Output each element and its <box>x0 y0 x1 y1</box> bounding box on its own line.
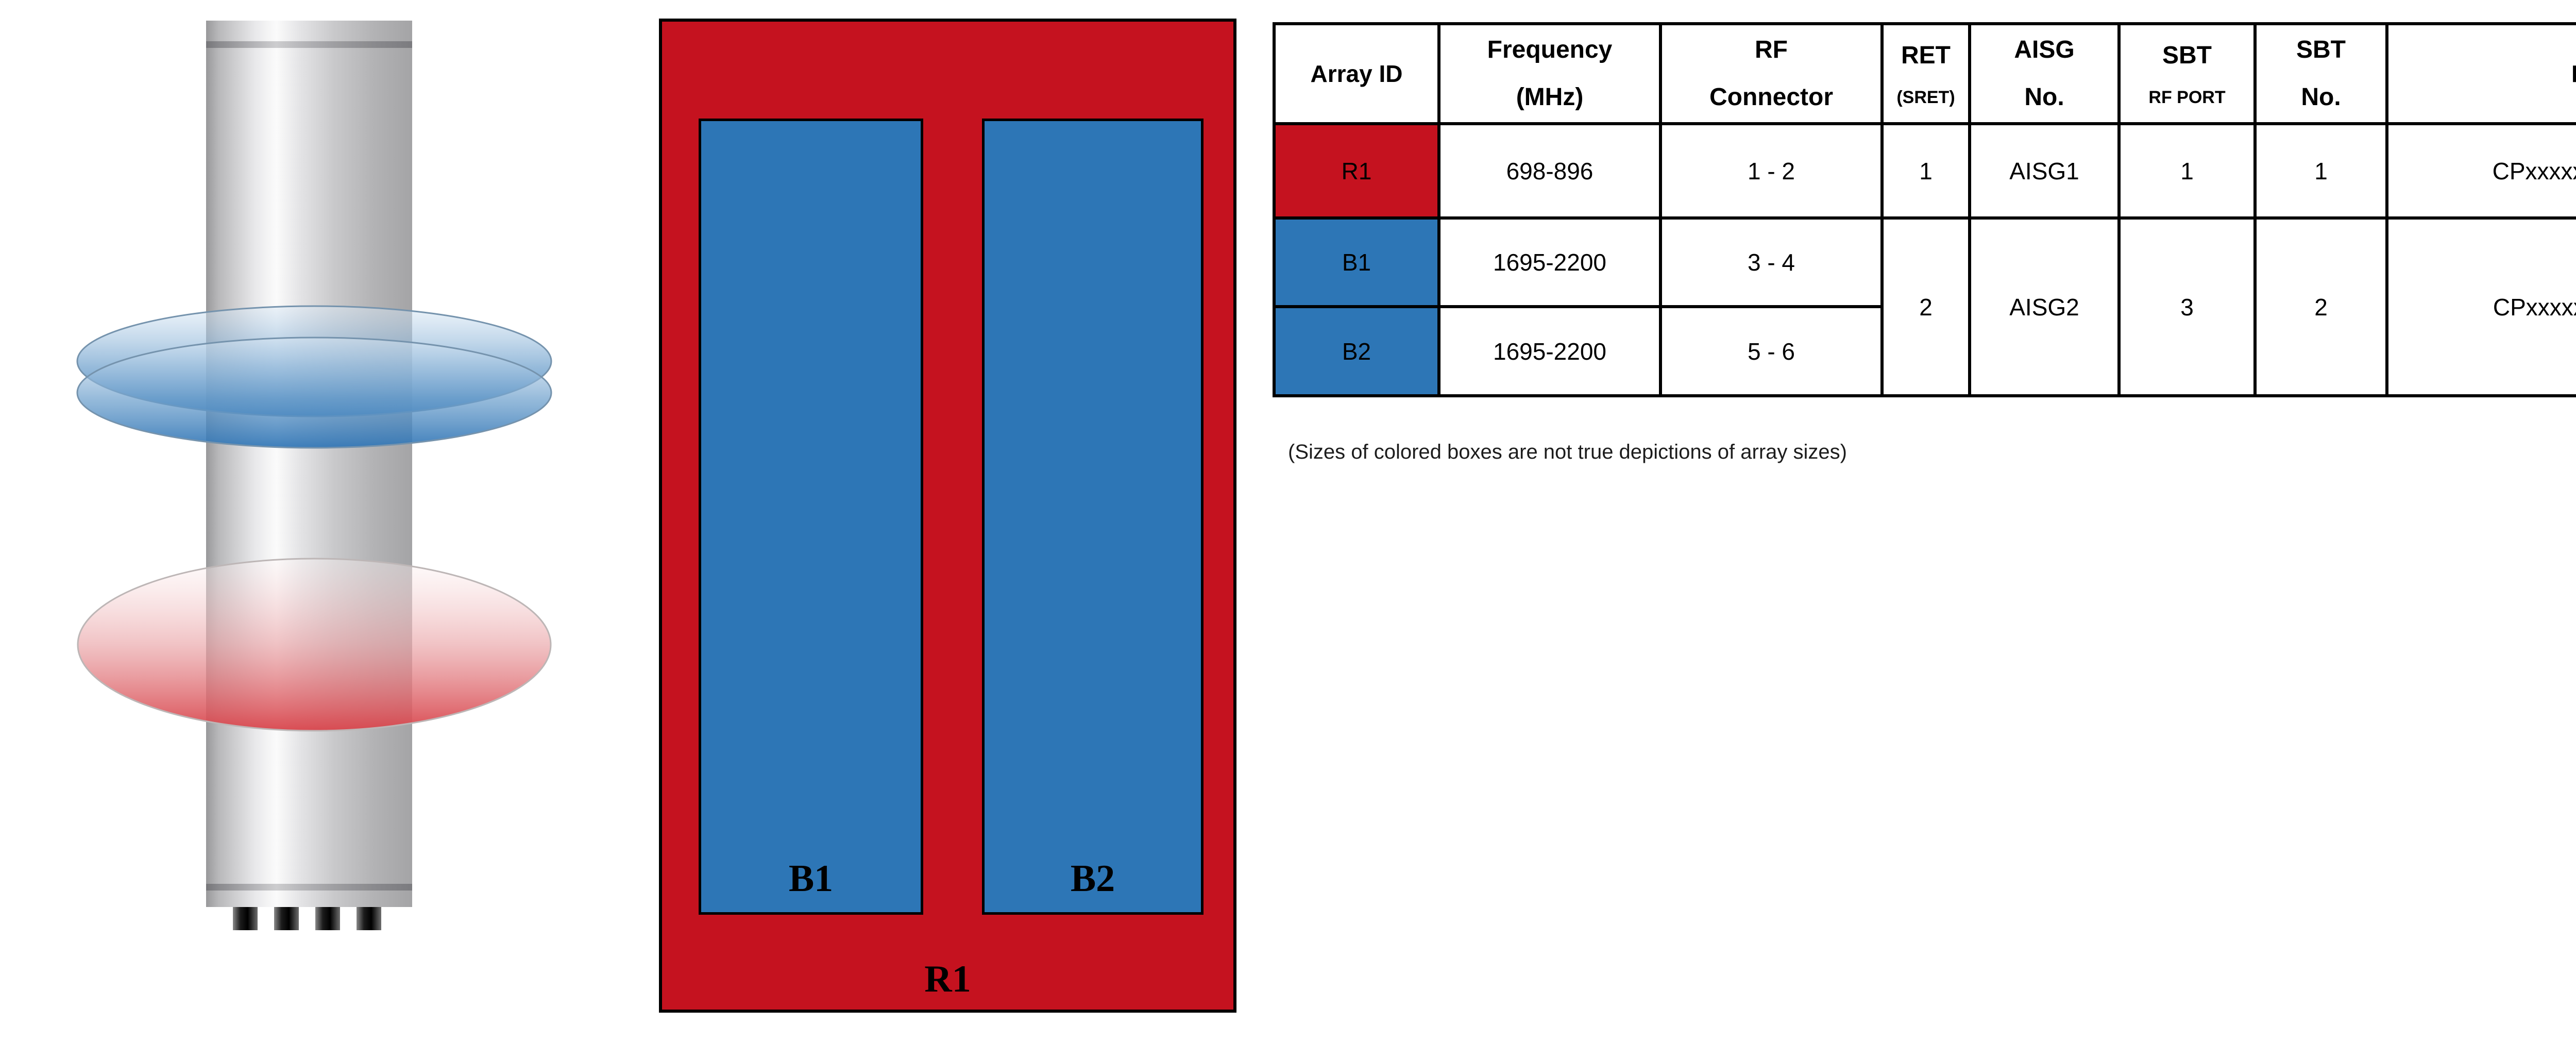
header-ret-line1: RET <box>1901 42 1951 69</box>
cell-array-id-r1: R1 <box>1273 122 1440 220</box>
cell-sbt-port-r1: 1 <box>2117 122 2257 220</box>
array-b2-box: B2 <box>982 119 1204 915</box>
cell-array-id-b1: B1 <box>1273 216 1440 308</box>
cell-frequency-b2: 1695-2200 <box>1437 305 1662 397</box>
cell-frequency-r1: 698-896 <box>1437 122 1662 220</box>
rf-connector-stub <box>315 907 340 930</box>
cell-sbt-no-merged: 2 <box>2253 216 2388 397</box>
antenna-cylinder <box>206 21 412 907</box>
header-sbt-no-line2: No. <box>2301 83 2341 111</box>
col-header-ret-sret: RET (SRET) <box>1880 22 1971 125</box>
rf-connector-stub <box>274 907 299 930</box>
antenna-illustration <box>0 0 629 1041</box>
port-configuration-table: Array ID Frequency (MHz) RF Connector RE… <box>1273 22 2576 397</box>
array-r1-label: R1 <box>924 958 971 1000</box>
array-r1-box: B1 B2 R1 <box>659 19 1236 1013</box>
header-sbt-port-line2: RF PORT <box>2148 88 2226 107</box>
array-b1-label: B1 <box>788 858 834 900</box>
cell-aisg-r1: AISG1 <box>1968 122 2121 220</box>
table-row-b1: B1 1695-2200 3 - 4 2 AISG2 3 2 CPxxxxxxx… <box>1273 216 2576 397</box>
cell-ret-merged: 2 <box>1880 216 1971 397</box>
table-row-r1: R1 698-896 1 - 2 1 AISG1 1 1 CPxxxxxxxxx… <box>1273 122 2576 220</box>
cell-rf-connector-r1: 1 - 2 <box>1659 122 1884 220</box>
col-header-aisg-no: AISG No. <box>1968 22 2121 125</box>
rf-connector-stub <box>357 907 381 930</box>
cell-array-id-b2: B2 <box>1273 305 1440 397</box>
rf-connector-stub <box>233 907 258 930</box>
cell-sbt-no-r1: 1 <box>2253 122 2388 220</box>
header-aisg-line1: AISG <box>2014 36 2075 63</box>
beam-pattern-overlay <box>76 305 552 732</box>
header-frequency-line2: (MHz) <box>1516 83 1584 111</box>
header-sbt-no-line1: SBT <box>2296 36 2346 63</box>
header-aisg-line2: No. <box>2024 83 2064 111</box>
red-beam-ellipse <box>77 558 552 732</box>
blue-beam-lower-ellipse <box>76 337 552 449</box>
header-rf-line2: Connector <box>1709 83 1833 111</box>
cell-ret-uid-r1: CPxxxxxxxxxxxxxxxxR1 <box>2385 122 2576 220</box>
cell-sbt-port-merged: 3 <box>2117 216 2257 397</box>
col-header-frequency: Frequency (MHz) <box>1437 22 1662 125</box>
cell-ret-r1: 1 <box>1880 122 1971 220</box>
cell-ret-uid-merged: CPxxxxxxxxxxxxxxxxB1 <box>2385 216 2576 397</box>
col-header-array-id: Array ID <box>1273 22 1440 125</box>
cell-rf-connector-b2: 5 - 6 <box>1659 305 1884 397</box>
col-header-rf-connector: RF Connector <box>1659 22 1884 125</box>
header-rf-line1: RF <box>1755 36 1788 63</box>
header-frequency-line1: Frequency <box>1487 36 1613 63</box>
size-disclaimer-note: (Sizes of colored boxes are not true dep… <box>1288 441 1847 463</box>
header-sbt-port-line1: SBT <box>2162 42 2212 69</box>
col-header-sbt-rf-port: SBT RF PORT <box>2117 22 2257 125</box>
antenna-top-stripe <box>206 41 412 48</box>
cell-aisg-merged: AISG2 <box>1968 216 2121 397</box>
col-header-sbt-no: SBT No. <box>2253 22 2388 125</box>
cell-frequency-b1: 1695-2200 <box>1437 216 1662 308</box>
array-b1-box: B1 <box>699 119 923 915</box>
antenna-bottom-stripe <box>206 884 412 891</box>
table-row-b2: B2 1695-2200 5 - 6 <box>1273 305 2576 397</box>
header-ret-line2: (SRET) <box>1896 88 1955 107</box>
col-header-ret-uid: RET UID <box>2385 22 2576 125</box>
array-b2-label: B2 <box>1070 858 1115 900</box>
cell-rf-connector-b1: 3 - 4 <box>1659 216 1884 308</box>
